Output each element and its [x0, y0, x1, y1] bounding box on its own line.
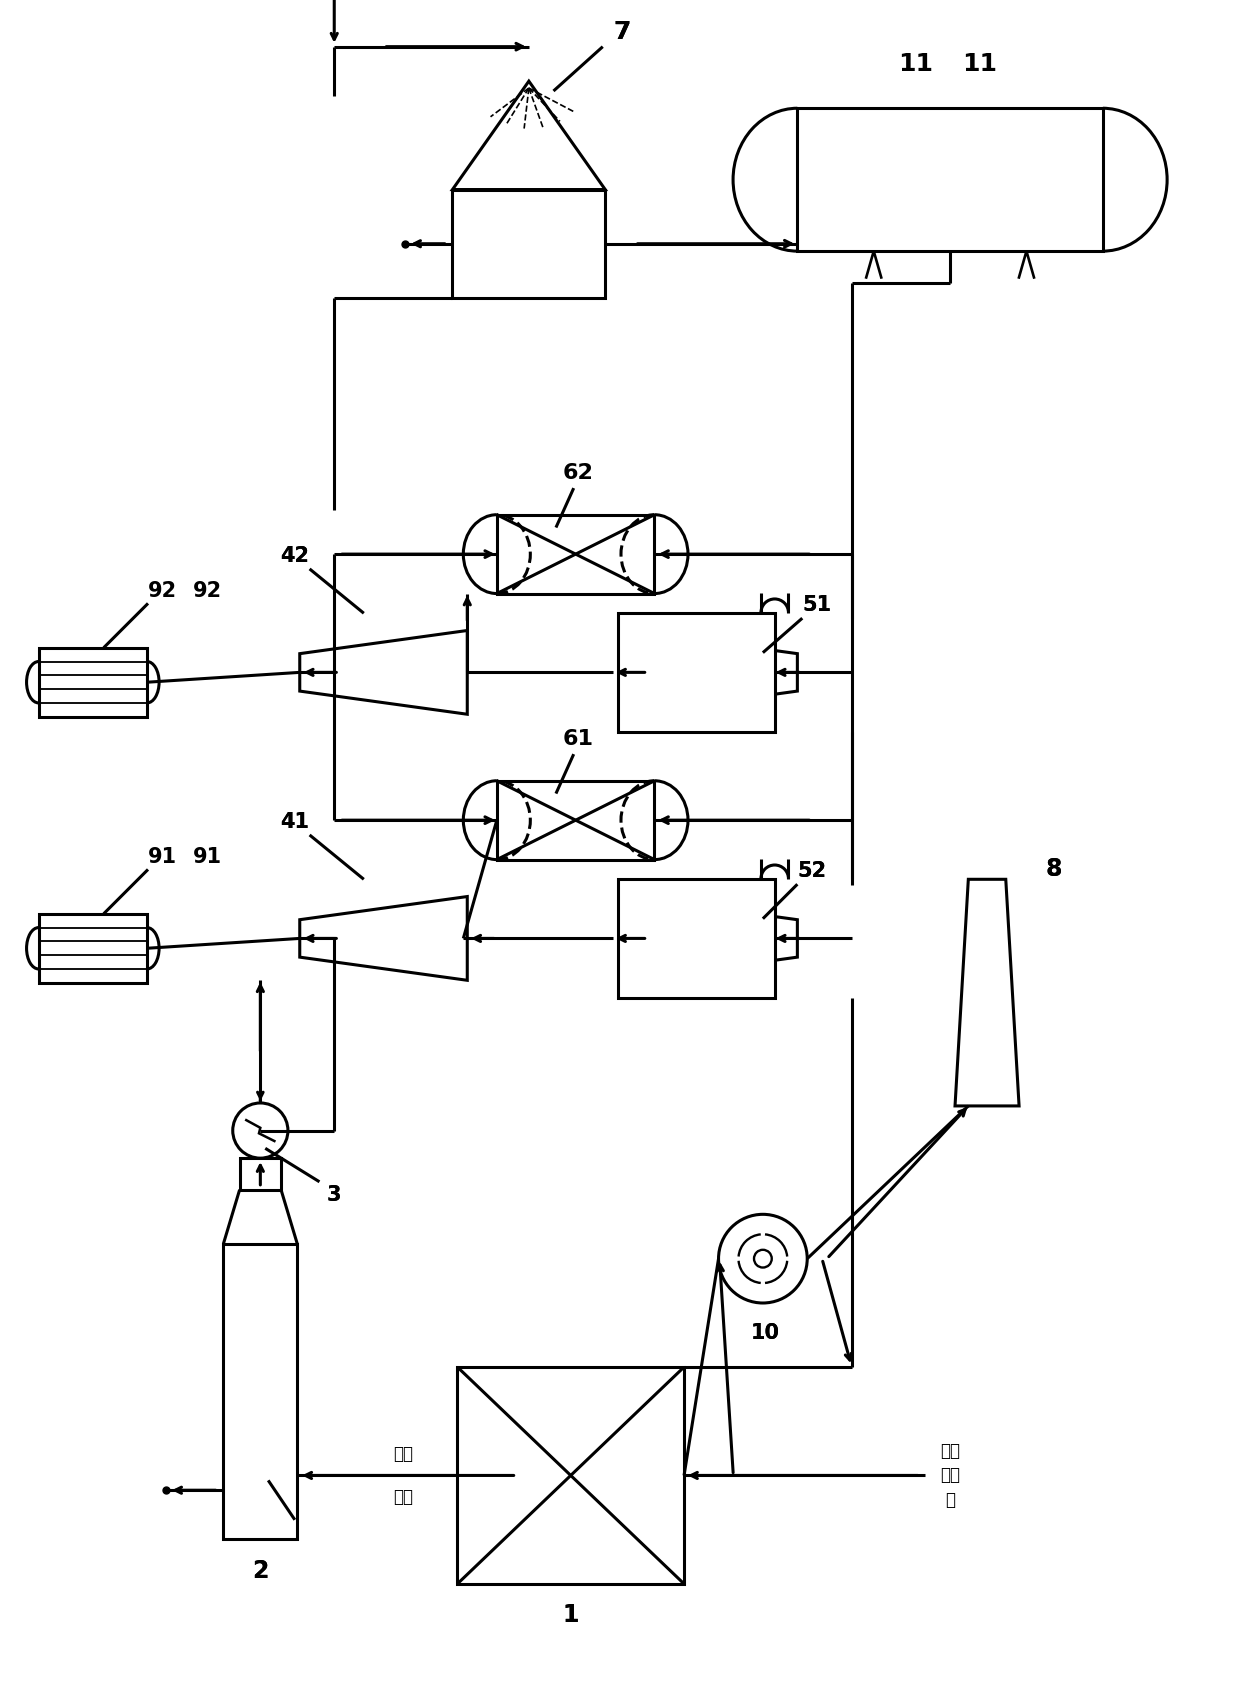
Text: 低温: 低温 [393, 1444, 413, 1463]
Text: 8: 8 [1045, 858, 1061, 881]
Polygon shape [453, 81, 605, 190]
Bar [38, 647, 148, 717]
Text: 92: 92 [149, 581, 177, 600]
Text: 1: 1 [563, 1603, 579, 1627]
Bar [239, 1158, 281, 1190]
Text: 41: 41 [280, 812, 309, 832]
Text: 10: 10 [750, 1322, 780, 1342]
Polygon shape [630, 631, 797, 714]
Polygon shape [300, 631, 467, 714]
Text: 91: 91 [149, 846, 177, 866]
Text: 7: 7 [614, 20, 631, 44]
Text: 42: 42 [280, 546, 309, 566]
Text: 2: 2 [252, 1559, 269, 1583]
Text: 中高: 中高 [940, 1442, 960, 1459]
Text: 52: 52 [797, 861, 827, 881]
Text: 62: 62 [562, 463, 593, 483]
Text: 11: 11 [962, 53, 997, 76]
Text: 7: 7 [614, 20, 631, 44]
Polygon shape [300, 897, 467, 980]
Bar [497, 515, 655, 593]
Bar [618, 614, 775, 732]
Circle shape [718, 1214, 807, 1303]
Text: 气: 气 [945, 1492, 955, 1509]
Text: 2: 2 [252, 1559, 269, 1583]
Text: 烟气: 烟气 [393, 1488, 413, 1507]
Text: 3: 3 [327, 1185, 341, 1205]
Bar [497, 781, 655, 859]
Bar [797, 108, 1102, 251]
Text: 52: 52 [797, 861, 827, 881]
Text: 61: 61 [562, 729, 593, 749]
Text: 温烟: 温烟 [940, 1466, 960, 1485]
Text: 3: 3 [327, 1185, 341, 1205]
Bar [458, 1368, 684, 1583]
Bar [38, 914, 148, 983]
Text: 51: 51 [802, 595, 832, 615]
Text: 1: 1 [563, 1603, 579, 1627]
Circle shape [233, 1103, 288, 1158]
Bar [453, 190, 605, 298]
Text: 91: 91 [192, 846, 222, 866]
Bar [223, 1244, 298, 1539]
Polygon shape [955, 880, 1019, 1105]
Polygon shape [630, 897, 797, 980]
Text: 8: 8 [1045, 858, 1061, 881]
Text: 51: 51 [802, 595, 832, 615]
Text: 42: 42 [280, 546, 309, 566]
Bar [618, 878, 775, 998]
Text: 11: 11 [898, 53, 934, 76]
Text: 92: 92 [192, 581, 222, 600]
Text: 10: 10 [750, 1322, 780, 1342]
Text: 41: 41 [280, 812, 309, 832]
